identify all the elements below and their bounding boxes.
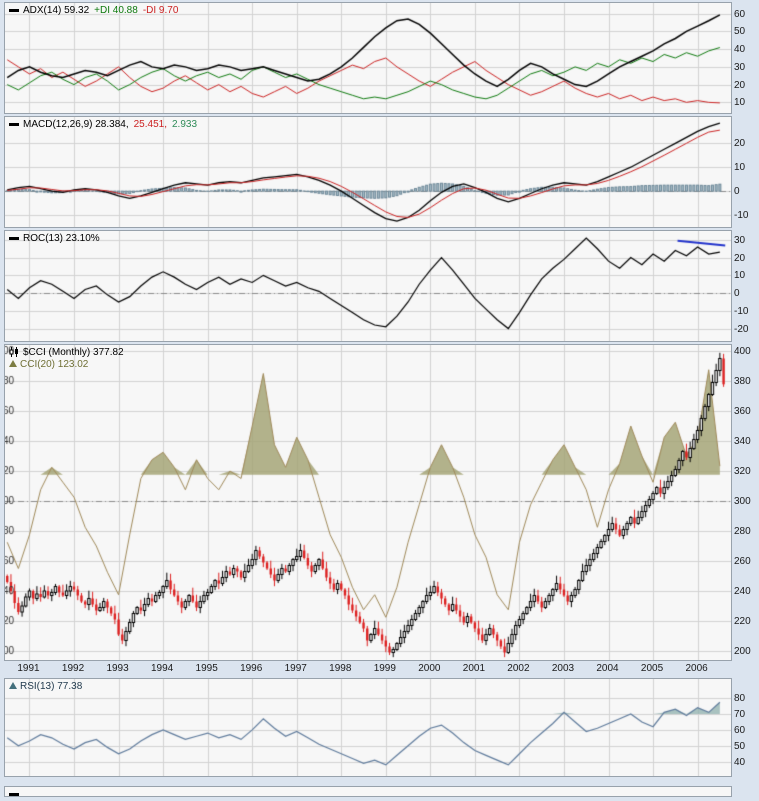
- x-axis-year-label: 1991: [17, 663, 40, 674]
- panel-macd: MACD(12,26,9) 28.384, 25.451, 2.933: [4, 116, 732, 228]
- rsi-legend: RSI(13) 77.38: [9, 681, 87, 693]
- x-axis-year-label: 2005: [640, 663, 664, 674]
- symbol-value-label: $CCI (Monthly) 377.82: [23, 347, 124, 358]
- panel-partial: [4, 786, 732, 797]
- minus-di-value-label: -DI 9.70: [142, 5, 179, 16]
- y-axis-tick-label: 340: [734, 436, 751, 447]
- y-axis-tick-label: 280: [734, 526, 751, 537]
- y-axis-tick-label: -10: [734, 210, 749, 222]
- roc-plot: [5, 231, 731, 341]
- adx-value-label: ADX(14) 59.32: [23, 5, 90, 16]
- panel-roc: ROC(13) 23.10%: [4, 230, 732, 342]
- rsi-value-label: RSI(13) 77.38: [20, 681, 83, 692]
- macd-plot: [5, 117, 731, 227]
- line-swatch-icon: [9, 236, 19, 240]
- y-axis-tick-label: 30: [734, 61, 746, 73]
- price-legend: $CCI (Monthly) 377.82 CCI(20) 123.02: [9, 347, 129, 371]
- y-axis-tick-label: 10: [734, 162, 746, 174]
- price-plot: [5, 345, 731, 660]
- macd-hist-value-label: 2.933: [172, 119, 198, 130]
- x-axis-year-label: 2006: [685, 663, 708, 674]
- area-swatch-icon: [9, 682, 17, 689]
- panel-price: $CCI (Monthly) 377.82 CCI(20) 123.02: [4, 344, 732, 661]
- x-axis-year-label: 1994: [150, 663, 174, 674]
- y-axis-tick-label: 300: [734, 496, 751, 507]
- x-axis-year-label: 1997: [284, 663, 307, 674]
- x-axis-year-label: 1993: [106, 663, 129, 674]
- x-axis-year-label: 1992: [61, 663, 85, 674]
- cci-overlay-value-label: CCI(20) 123.02: [20, 359, 89, 370]
- y-axis-tick-label: 240: [734, 586, 751, 597]
- x-axis-year-label: 1998: [329, 663, 352, 674]
- x-axis-year-label: 2004: [596, 663, 619, 674]
- macd-value-label: MACD(12,26,9) 28.384,: [23, 119, 129, 130]
- y-axis-tick-label: 400: [734, 346, 751, 357]
- y-axis-tick-label: 360: [734, 406, 751, 417]
- y-axis-tick-label: 260: [734, 556, 751, 567]
- line-swatch-icon: [9, 8, 19, 12]
- partial-legend: [9, 789, 23, 801]
- y-axis-tick-label: 80: [734, 693, 746, 705]
- y-axis-tick-label: 380: [734, 376, 751, 387]
- x-axis-year-label: 1995: [195, 663, 218, 674]
- y-axis-tick-label: 40: [734, 44, 746, 56]
- adx-legend: ADX(14) 59.32 +DI 40.88 -DI 9.70: [9, 5, 183, 17]
- x-axis-year-label: 2001: [462, 663, 486, 674]
- adx-plot: [5, 3, 731, 113]
- plus-di-value-label: +DI 40.88: [94, 5, 138, 16]
- y-axis-tick-label: 220: [734, 616, 751, 627]
- y-axis-tick-label: 30: [734, 234, 746, 246]
- y-axis-tick-label: 50: [734, 740, 746, 752]
- x-axis-year-label: 2002: [507, 663, 530, 674]
- y-axis-tick-label: 320: [734, 466, 751, 477]
- macd-legend: MACD(12,26,9) 28.384, 25.451, 2.933: [9, 119, 202, 131]
- y-axis-tick-label: 10: [734, 270, 746, 282]
- area-swatch-icon: [9, 360, 17, 367]
- y-axis-tick-label: 200: [734, 646, 751, 657]
- x-axis-year-label: 2000: [418, 663, 441, 674]
- y-axis-tick-label: 0: [734, 288, 740, 300]
- roc-value-label: ROC(13) 23.10%: [23, 233, 100, 244]
- candlestick-icon: [9, 347, 18, 358]
- roc-legend: ROC(13) 23.10%: [9, 233, 105, 245]
- line-swatch-icon: [9, 122, 19, 126]
- y-axis-tick-label: 20: [734, 79, 746, 91]
- panel-adx: ADX(14) 59.32 +DI 40.88 -DI 9.70: [4, 2, 732, 114]
- y-axis-tick-label: 40: [734, 756, 746, 768]
- y-axis-tick-label: 60: [734, 724, 746, 736]
- panel-rsi: RSI(13) 77.38: [4, 678, 732, 777]
- x-axis-year-label: 1999: [373, 663, 396, 674]
- y-axis-tick-label: -10: [734, 305, 749, 317]
- y-axis-tick-label: -20: [734, 323, 749, 335]
- x-axis-year-label: 1996: [240, 663, 263, 674]
- y-axis-tick-label: 60: [734, 8, 746, 20]
- y-axis-tick-label: 50: [734, 26, 746, 38]
- y-axis-tick-label: 20: [734, 138, 746, 150]
- line-swatch-icon: [9, 792, 19, 796]
- y-axis-tick-label: 10: [734, 97, 746, 109]
- macd-signal-value-label: 25.451,: [133, 119, 167, 130]
- y-axis-tick-label: 20: [734, 252, 746, 264]
- x-axis-year-label: 2003: [551, 663, 575, 674]
- y-axis-tick-label: 70: [734, 708, 746, 720]
- y-axis-tick-label: 0: [734, 186, 740, 198]
- rsi-plot: [5, 679, 731, 776]
